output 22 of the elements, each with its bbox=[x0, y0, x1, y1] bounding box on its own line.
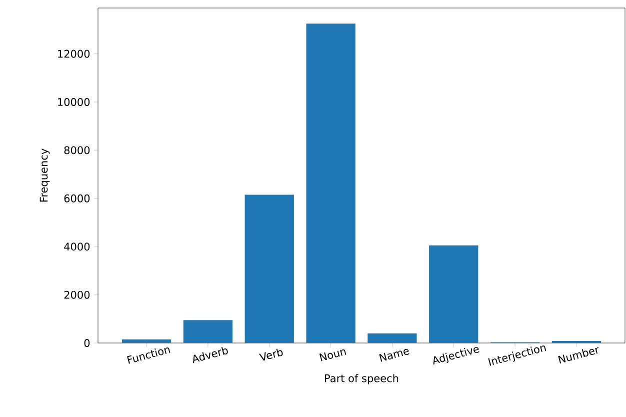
x-axis-title: Part of speech bbox=[325, 374, 398, 384]
y-tick-label: 6000 bbox=[64, 194, 90, 202]
y-tick-label: 4000 bbox=[64, 242, 90, 251]
y-tick-label: 0 bbox=[84, 339, 90, 347]
bar bbox=[122, 339, 172, 343]
y-tick-label: 12000 bbox=[58, 50, 90, 58]
bar bbox=[429, 245, 478, 343]
x-tick-label: Adverb bbox=[193, 346, 228, 364]
x-tick-label: Noun bbox=[319, 349, 346, 362]
y-axis-title: Frequency bbox=[40, 148, 50, 202]
bar bbox=[244, 194, 294, 343]
x-tick-label: Adjective bbox=[433, 346, 480, 365]
x-tick-label: Number bbox=[558, 347, 599, 364]
bar bbox=[368, 333, 417, 343]
y-tick-label: 2000 bbox=[64, 290, 90, 299]
x-tick-label: Verb bbox=[258, 348, 283, 361]
y-tick-label: 10000 bbox=[58, 98, 90, 106]
x-tick-label: Function bbox=[127, 347, 170, 364]
y-tick-label: 8000 bbox=[64, 146, 90, 154]
bar bbox=[183, 320, 233, 343]
x-tick-label: Name bbox=[379, 348, 410, 362]
bar bbox=[306, 24, 356, 343]
